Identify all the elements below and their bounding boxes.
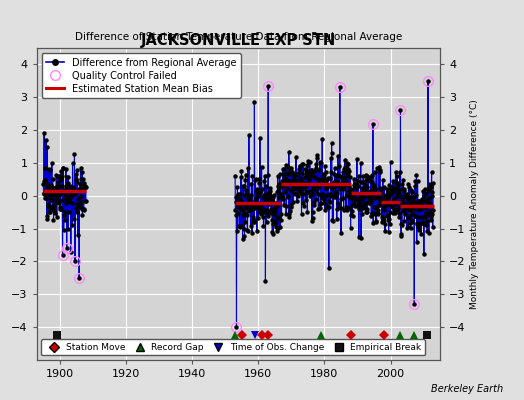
Title: JACKSONVILLE EXP STN: JACKSONVILLE EXP STN <box>141 33 336 48</box>
Text: Difference of Station Temperature Data from Regional Average: Difference of Station Temperature Data f… <box>75 32 402 42</box>
Y-axis label: Monthly Temperature Anomaly Difference (°C): Monthly Temperature Anomaly Difference (… <box>470 99 479 309</box>
Legend: Station Move, Record Gap, Time of Obs. Change, Empirical Break: Station Move, Record Gap, Time of Obs. C… <box>41 339 425 356</box>
Text: Berkeley Earth: Berkeley Earth <box>431 384 503 394</box>
